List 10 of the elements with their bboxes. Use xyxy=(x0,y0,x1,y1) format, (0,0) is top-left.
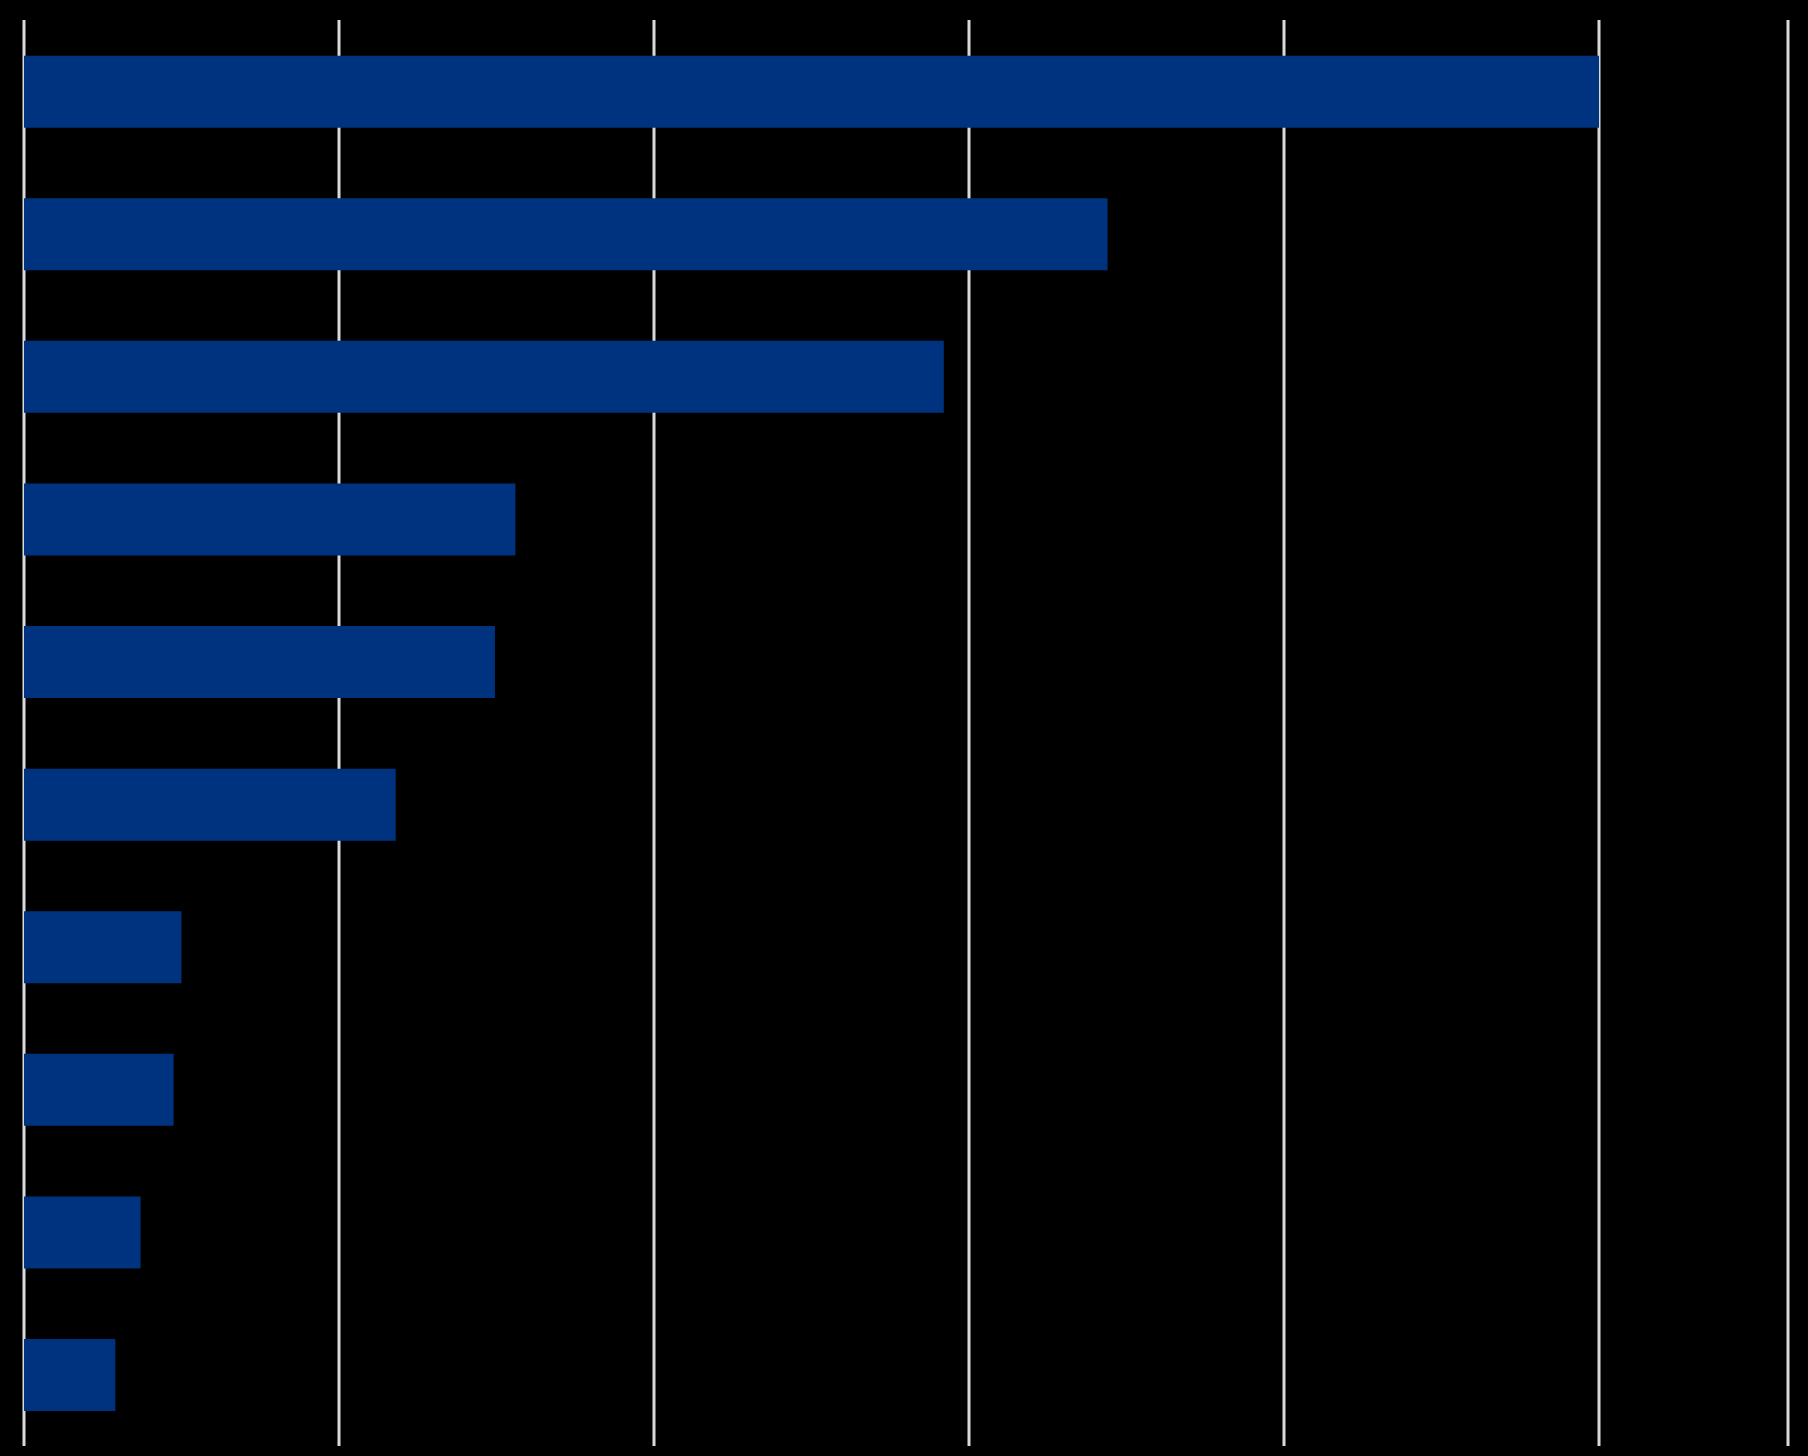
bar xyxy=(24,55,1599,128)
bar xyxy=(24,1339,116,1412)
bar xyxy=(24,198,1108,271)
bar xyxy=(24,1196,141,1269)
bar xyxy=(24,340,944,413)
bar xyxy=(24,1053,174,1126)
bar xyxy=(24,911,182,984)
bar xyxy=(24,626,495,699)
bar xyxy=(24,768,396,841)
bar xyxy=(24,483,516,556)
